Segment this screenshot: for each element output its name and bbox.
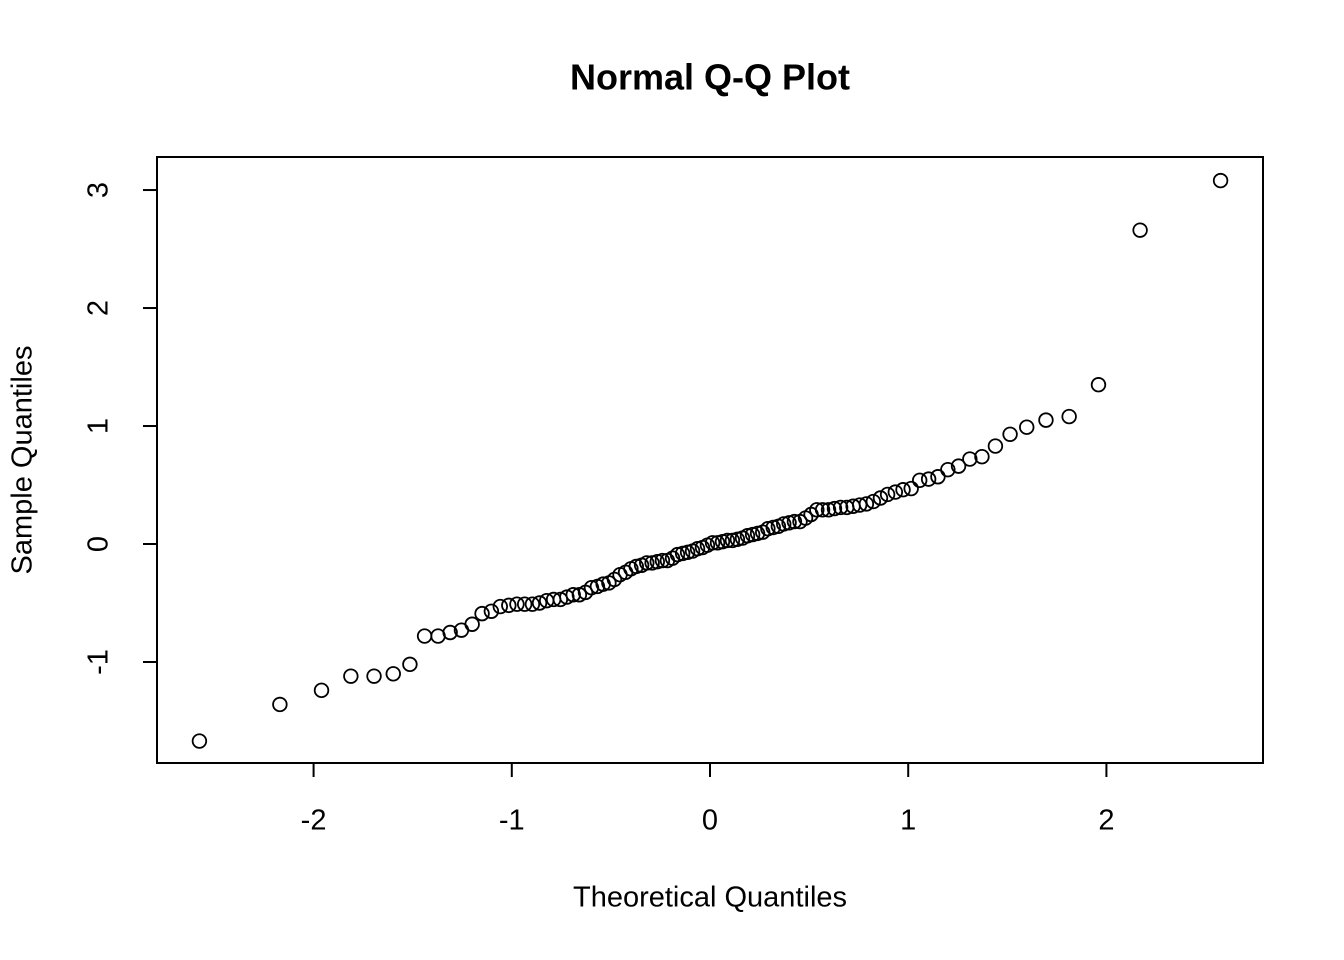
point xyxy=(832,499,849,516)
y-tick-label: 1 xyxy=(83,418,115,434)
point xyxy=(442,624,458,641)
point xyxy=(920,471,937,487)
y-tick-label: 3 xyxy=(83,182,115,198)
x-tick-label: 2 xyxy=(1098,805,1114,837)
y-tick-label: -1 xyxy=(83,649,115,675)
point xyxy=(1212,172,1229,189)
point xyxy=(191,733,208,749)
plot-frame xyxy=(156,156,1264,764)
point xyxy=(950,458,967,474)
point xyxy=(895,482,911,498)
point xyxy=(501,597,517,614)
point xyxy=(343,668,359,684)
point xyxy=(492,598,508,615)
point xyxy=(760,520,776,537)
point xyxy=(509,596,525,612)
point xyxy=(464,616,480,632)
point xyxy=(814,502,831,518)
point xyxy=(474,605,490,622)
point xyxy=(962,451,978,467)
point xyxy=(903,480,919,497)
point xyxy=(704,535,721,551)
point xyxy=(974,448,990,465)
point xyxy=(654,552,671,569)
point xyxy=(531,595,548,611)
point xyxy=(809,502,825,518)
chart-title: Normal Q-Q Plot xyxy=(570,57,850,98)
point xyxy=(416,628,433,644)
point xyxy=(1061,408,1077,425)
x-tick-label: 0 xyxy=(702,805,718,837)
point xyxy=(912,472,928,488)
point xyxy=(628,558,644,575)
point xyxy=(879,486,896,503)
x-tick-label: 1 xyxy=(900,805,916,837)
x-tick-label: -1 xyxy=(499,805,525,837)
y-tick-label: 2 xyxy=(83,300,115,316)
point xyxy=(366,668,382,684)
point xyxy=(1132,222,1148,238)
point xyxy=(820,502,837,518)
point xyxy=(516,596,533,612)
x-axis-label: Theoretical Quantiles xyxy=(573,882,847,914)
point xyxy=(851,497,868,513)
point xyxy=(639,555,655,571)
point xyxy=(987,438,1004,454)
point xyxy=(524,596,541,612)
point xyxy=(858,496,875,512)
point xyxy=(940,461,956,478)
y-tick-label: 0 xyxy=(83,536,115,552)
point xyxy=(1038,412,1054,428)
point xyxy=(402,656,418,673)
point xyxy=(385,666,401,682)
point xyxy=(872,490,889,506)
point xyxy=(719,532,736,549)
point xyxy=(826,500,843,517)
point xyxy=(781,515,797,531)
point xyxy=(1019,419,1035,435)
point xyxy=(1090,377,1107,393)
point xyxy=(483,603,500,619)
point xyxy=(1002,426,1018,442)
x-tick-label: -2 xyxy=(301,805,327,837)
point xyxy=(272,696,288,713)
point xyxy=(865,493,882,510)
point xyxy=(776,516,792,532)
point xyxy=(930,469,946,485)
point xyxy=(313,682,330,699)
point xyxy=(887,484,904,500)
point xyxy=(786,513,803,530)
y-axis-label: Sample Quantiles xyxy=(7,346,39,575)
